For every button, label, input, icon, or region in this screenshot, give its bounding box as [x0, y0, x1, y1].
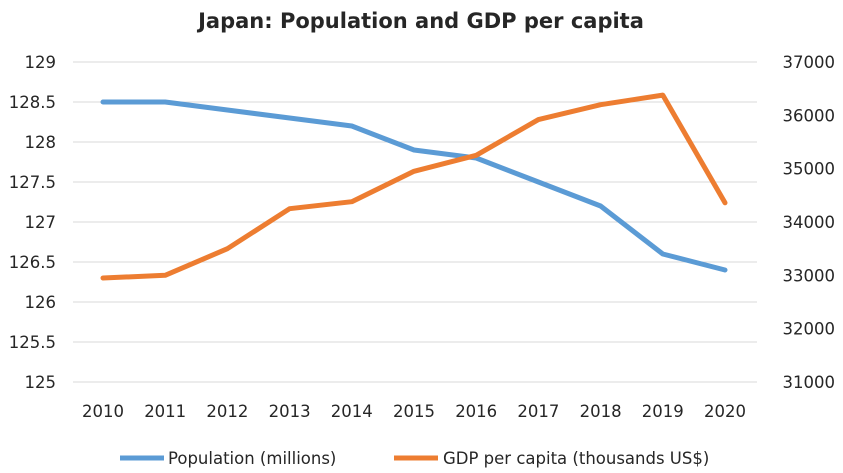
- x-tick-label: 2011: [144, 402, 186, 421]
- left-tick-label: 129: [25, 53, 57, 72]
- left-tick-label: 128.5: [9, 93, 56, 112]
- left-y-axis: 125 125.5 126 126.5 127 127.5 128 128.5 129: [9, 53, 56, 392]
- right-tick-label: 36000: [783, 106, 836, 125]
- x-tick-label: 2015: [393, 402, 435, 421]
- series: [100, 92, 728, 281]
- right-tick-label: 34000: [783, 213, 836, 232]
- x-tick-label: 2013: [269, 402, 311, 421]
- right-y-axis: 31000 32000 33000 34000 35000 36000 37000: [783, 53, 836, 392]
- right-tick-label: 35000: [783, 160, 836, 179]
- x-tick-label: 2020: [704, 402, 746, 421]
- x-tick-label: 2017: [517, 402, 559, 421]
- x-tick-label: 2016: [455, 402, 497, 421]
- right-tick-label: 37000: [783, 53, 836, 72]
- x-tick-label: 2018: [580, 402, 622, 421]
- left-tick-label: 128: [25, 133, 57, 152]
- left-tick-label: 126: [25, 293, 57, 312]
- left-tick-label: 125: [25, 373, 57, 392]
- x-tick-label: 2010: [82, 402, 124, 421]
- x-tick-label: 2014: [331, 402, 373, 421]
- legend: Population (millions) GDP per capita (th…: [120, 449, 709, 468]
- gridlines: [73, 61, 757, 383]
- right-tick-label: 33000: [783, 266, 836, 285]
- legend-label-population: Population (millions): [168, 449, 336, 468]
- x-tick-label: 2012: [206, 402, 248, 421]
- legend-label-gdp: GDP per capita (thousands US$): [443, 449, 709, 468]
- right-tick-label: 32000: [783, 320, 836, 339]
- series-line-population: [100, 99, 728, 273]
- x-tick-label: 2019: [642, 402, 684, 421]
- left-tick-label: 126.5: [9, 253, 56, 272]
- left-tick-label: 127: [25, 213, 57, 232]
- x-axis: 2010 2011 2012 2013 2014 2015 2016 2017 2018 2019…: [82, 402, 746, 421]
- left-tick-label: 125.5: [9, 333, 56, 352]
- left-tick-label: 127.5: [9, 173, 56, 192]
- series-line-gdp-per-capita: [100, 92, 728, 281]
- chart-title: Japan: Population and GDP per capita: [196, 9, 644, 33]
- right-tick-label: 31000: [783, 373, 836, 392]
